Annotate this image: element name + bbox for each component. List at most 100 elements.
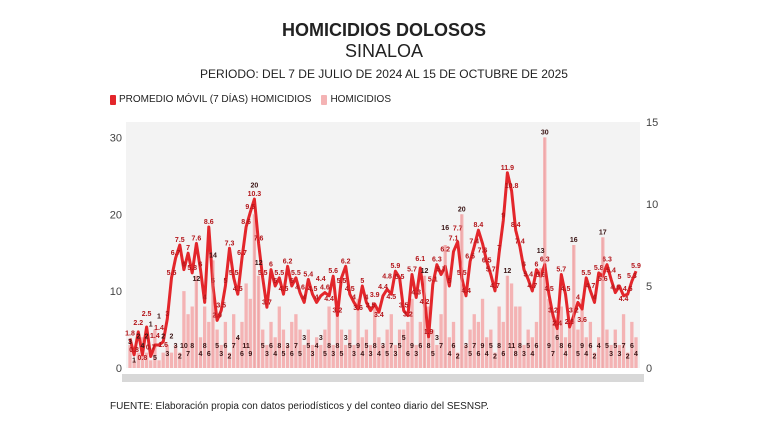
homicides-bar [344, 344, 348, 368]
homicides-data-label: 4 [447, 351, 451, 358]
homicides-data-label: 3 [435, 335, 439, 342]
left-axis-tick-label: 30 [110, 132, 122, 144]
homicides-data-label: 16 [441, 225, 449, 232]
moving-average-data-label: 1.6 [158, 342, 168, 349]
homicides-bar [509, 283, 514, 368]
homicides-data-label: 4 [315, 343, 319, 350]
moving-average-data-label: 5.4 [523, 271, 533, 278]
homicides-data-label: 4 [377, 351, 381, 358]
homicides-bar [617, 344, 622, 368]
homicides-bar [514, 306, 518, 368]
homicides-data-label: 3 [319, 335, 323, 342]
homicides-data-label: 4 [485, 351, 489, 358]
homicides-data-label: 6 [240, 351, 244, 358]
homicides-data-label: 3 [381, 343, 385, 350]
moving-average-data-label: 2.2 [133, 320, 143, 327]
homicides-bar [480, 298, 485, 368]
homicides-bar [563, 337, 568, 368]
moving-average-data-label: 5.7 [556, 267, 566, 274]
homicides-bar [406, 321, 410, 368]
homicides-bar [385, 329, 389, 368]
homicides-bar [149, 360, 153, 368]
homicides-data-label: 8 [277, 343, 281, 350]
homicides-data-label: 5 [282, 351, 286, 358]
homicides-data-label: 11 [508, 343, 516, 350]
homicides-bar [439, 314, 443, 368]
homicides-bar [310, 344, 315, 368]
moving-average-data-label: 4.5 [233, 286, 243, 293]
homicides-bar [393, 344, 398, 368]
homicides-data-label: 20 [251, 182, 259, 189]
homicides-data-label: 6 [476, 351, 480, 358]
homicides-data-label: 8 [497, 343, 501, 350]
right-axis-tick-label: 5 [646, 281, 652, 293]
homicides-data-label: 6 [290, 351, 294, 358]
homicides-bar [551, 314, 555, 368]
moving-average-data-label: 5.5 [274, 270, 284, 277]
homicides-data-label: 9 [580, 343, 584, 350]
left-axis-tick-label: 20 [110, 209, 122, 221]
homicides-data-label: 3 [352, 351, 356, 358]
homicides-bar [447, 337, 452, 368]
homicides-bar [468, 329, 472, 368]
homicides-data-label: 5 [576, 351, 580, 358]
moving-average-data-label: 7.5 [175, 237, 185, 244]
moving-average-data-label: 3.7 [262, 299, 272, 306]
moving-average-data-label: 5 [223, 278, 227, 285]
moving-average-data-label: 7.4 [515, 239, 525, 246]
homicides-bar [186, 314, 190, 368]
homicides-bar [182, 291, 186, 368]
homicides-data-label: 6 [568, 343, 572, 350]
homicides-bar [621, 314, 626, 368]
homicides-data-label: 8 [190, 343, 194, 350]
legend-swatch [110, 94, 116, 105]
homicides-bar [227, 352, 232, 368]
homicides-bar [493, 352, 497, 368]
moving-average-data-label: 7.4 [469, 239, 479, 246]
homicides-data-label: 4 [584, 351, 588, 358]
homicides-data-label: 3 [414, 351, 418, 358]
homicides-data-label: 5 [613, 343, 617, 350]
homicides-data-label: 7 [186, 351, 190, 358]
moving-average-data-label: 5.8 [594, 265, 604, 272]
homicides-bar [298, 329, 302, 368]
legend-item-moving-average: PROMEDIO MÓVIL (7 DÍAS) HOMICIDIOS [110, 94, 311, 105]
moving-average-data-label: 3.6 [577, 317, 587, 324]
homicides-bar [178, 352, 182, 368]
moving-average-data-label: 6.3 [432, 257, 442, 264]
homicides-data-label: 6 [223, 343, 227, 350]
homicides-bar [128, 344, 132, 368]
homicides-data-label: 10 [180, 343, 188, 350]
moving-average-data-label: 4.6 [610, 285, 620, 292]
homicides-data-label: 8 [373, 343, 377, 350]
moving-average-data-label: 4.7 [490, 283, 500, 290]
homicides-data-label: 6 [588, 343, 592, 350]
homicides-data-label: 7 [472, 343, 476, 350]
homicides-data-label: 8 [559, 343, 563, 350]
homicides-data-label: 3 [609, 351, 613, 358]
homicides-data-label: 5 [306, 343, 310, 350]
homicides-data-label: 2 [178, 354, 182, 361]
homicides-bar [319, 344, 323, 368]
moving-average-data-label: 5.4 [303, 271, 313, 278]
homicides-data-label: 7 [551, 351, 555, 358]
moving-average-data-label: 7 [186, 245, 190, 252]
homicides-data-label: 1 [157, 313, 161, 320]
homicides-data-label: 3 [617, 351, 621, 358]
moving-average-data-label: 5.5 [258, 270, 268, 277]
moving-average-data-label: 5.9 [391, 263, 401, 270]
homicides-bar [584, 337, 588, 368]
moving-average-data-label: 4.4 [324, 296, 334, 303]
moving-average-data-label: 0.8 [138, 355, 148, 362]
homicides-data-label: 3 [522, 351, 526, 358]
homicides-bar [132, 360, 136, 368]
homicides-data-label: 9 [356, 343, 360, 350]
moving-average-data-label: 4 [203, 294, 207, 301]
homicides-data-label: 7 [232, 343, 236, 350]
homicides-bar [626, 352, 630, 368]
moving-average-data-label: 7.6 [478, 247, 488, 254]
homicides-data-label: 11 [242, 343, 250, 350]
homicides-data-label: 2 [456, 354, 460, 361]
moving-average-data-label: 8.4 [474, 222, 484, 229]
homicides-bar [576, 329, 580, 368]
